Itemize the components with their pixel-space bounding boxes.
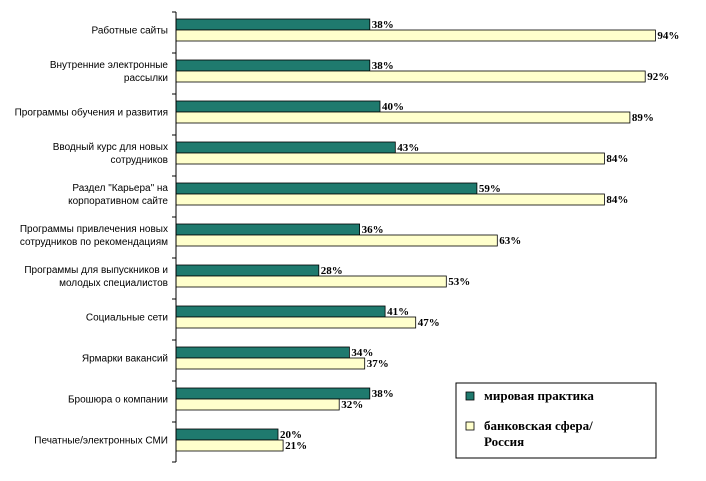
bar-banking-russia (175, 70, 646, 83)
category-label-line: Внутренние электронные (50, 60, 169, 71)
data-label: 40% (382, 101, 404, 113)
data-label: 41% (387, 306, 409, 318)
category-label: Программы обучения и развития (15, 107, 168, 119)
bar-world-practice (175, 387, 371, 400)
data-label: 20% (280, 429, 302, 441)
category-label: Ярмарки вакансий (82, 354, 168, 365)
bar-world-practice (175, 346, 350, 359)
data-label: 47% (418, 317, 440, 329)
bar-world-practice (175, 223, 361, 236)
bar-world-practice (175, 182, 478, 195)
data-label: 43% (397, 142, 419, 154)
data-label: 63% (499, 235, 521, 247)
bar-banking-russia (175, 316, 417, 329)
bar-banking-russia (175, 152, 605, 165)
bar-banking-russia (175, 357, 366, 370)
bar-banking-russia (175, 111, 631, 124)
category-label: Программы для выпускников и молодых специ… (24, 265, 168, 289)
bar-world-practice (175, 18, 371, 31)
bar-world-practice (175, 100, 381, 113)
legend-label-line: Россия (484, 434, 524, 449)
data-label: 89% (632, 112, 654, 124)
legend-label-line: банковская сфера/ (484, 418, 593, 433)
category-label-line: Программы привлечения новых (20, 224, 168, 235)
category-label-line: молодых специалистов (59, 278, 168, 289)
legend-swatch (465, 421, 475, 431)
category-label-line: Работные сайты (91, 25, 168, 37)
category-label-line: Программы обучения и развития (15, 107, 168, 119)
data-label: 36% (362, 224, 384, 236)
category-label-line: Брошюра о компании (68, 395, 168, 406)
data-label: 38% (372, 60, 394, 72)
category-label-line: Программы для выпускников и (24, 265, 168, 276)
data-label: 59% (479, 183, 501, 195)
category-label: Внутренние электронные рассылки (50, 60, 169, 84)
legend-swatch (465, 391, 475, 401)
category-label: Программы привлечения новых сотрудников п… (20, 224, 168, 248)
legend: мировая практика банковская сфера/Россия (455, 382, 657, 459)
category-label: Брошюра о компании (68, 395, 168, 406)
bar-banking-russia (175, 439, 284, 452)
data-label: 28% (321, 265, 343, 277)
data-label: 94% (657, 30, 679, 42)
category-label-line: Социальные сети (86, 313, 168, 324)
data-label: 21% (285, 440, 307, 452)
data-label: 84% (606, 194, 628, 206)
bar-world-practice (175, 428, 279, 441)
category-label-line: сотрудников по рекомендациям (20, 237, 168, 248)
category-label-line: рассылки (124, 73, 168, 84)
data-label: 84% (606, 153, 628, 165)
data-label: 37% (367, 358, 389, 370)
data-label: 38% (372, 388, 394, 400)
bar-world-practice (175, 59, 371, 72)
category-label: Вводный курс для новых сотрудников (53, 142, 168, 166)
bar-banking-russia (175, 193, 605, 206)
category-label-line: Ярмарки вакансий (82, 354, 168, 365)
data-label: 38% (372, 19, 394, 31)
category-label: Социальные сети (86, 313, 168, 324)
bar-world-practice (175, 264, 320, 277)
legend-box (455, 382, 657, 459)
data-label: 53% (448, 276, 470, 288)
category-label: Раздел "Карьера" на корпоративном сайте (68, 183, 168, 207)
bar-banking-russia (175, 275, 447, 288)
category-label-line: Вводный курс для новых (53, 142, 168, 153)
legend-label-line: мировая практика (484, 388, 594, 403)
data-label: 32% (341, 399, 363, 411)
category-label-line: корпоративном сайте (68, 196, 168, 207)
bar-world-practice (175, 305, 386, 318)
bar-banking-russia (175, 29, 656, 42)
data-label: 34% (351, 347, 373, 359)
category-label-line: сотрудников (111, 155, 168, 166)
bar-world-practice (175, 141, 396, 154)
data-label: 92% (647, 71, 669, 83)
category-label-line: Раздел "Карьера" на (72, 183, 168, 194)
category-label: Печатные/электронных СМИ (34, 436, 168, 447)
bar-banking-russia (175, 398, 340, 411)
legend-label: банковская сфера/Россия (484, 418, 593, 449)
category-label: Работные сайты (91, 25, 168, 37)
bar-banking-russia (175, 234, 498, 247)
category-label-line: Печатные/электронных СМИ (34, 436, 168, 447)
legend-label: мировая практика (484, 388, 594, 403)
